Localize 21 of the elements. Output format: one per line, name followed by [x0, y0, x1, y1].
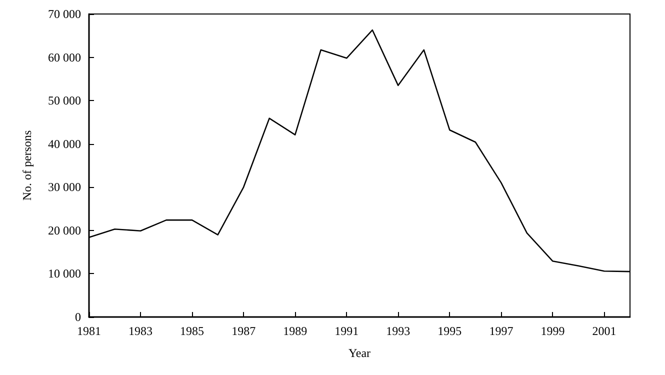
x-tick-label: 1999: [540, 324, 565, 338]
x-tick-label: 1991: [334, 324, 359, 338]
y-axis-title: No. of persons: [20, 130, 34, 201]
y-tick-label: 70 000: [48, 7, 81, 21]
y-tick-label: 20 000: [48, 223, 81, 238]
y-tick-label: 0: [75, 310, 81, 324]
y-tick-label: 50 000: [48, 94, 81, 108]
x-axis-title: Year: [348, 346, 371, 360]
x-tick-label: 1987: [232, 324, 256, 338]
x-tick-label: 2001: [592, 324, 616, 338]
x-tick-label: 1989: [283, 324, 308, 338]
x-tick-label: 1993: [386, 324, 410, 338]
x-tick-label: 1981: [77, 324, 101, 338]
y-tick-label: 60 000: [48, 50, 81, 64]
y-tick-label: 10 000: [48, 266, 81, 281]
x-tick-label: 1985: [180, 324, 204, 338]
y-tick-label: 30 000: [48, 180, 81, 194]
x-tick-label: 1997: [489, 324, 514, 338]
x-tick-label: 1983: [128, 324, 153, 338]
x-tick-label: 1995: [438, 324, 462, 338]
y-tick-label: 40 000: [48, 136, 81, 151]
